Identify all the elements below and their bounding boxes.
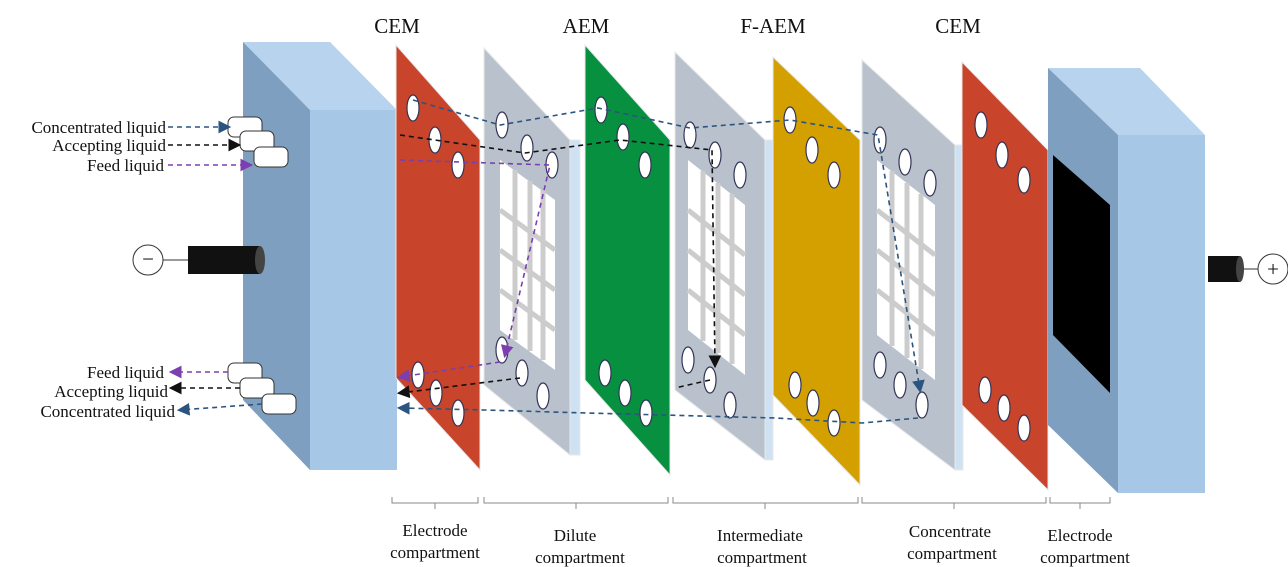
negative-electrode: −	[133, 245, 265, 275]
compartment-label: Electrode	[402, 521, 467, 540]
compartment-label: compartment	[535, 548, 625, 567]
compartment-label: Dilute	[554, 526, 597, 545]
electrode-sign: +	[1267, 257, 1279, 281]
compartment-brackets	[392, 497, 1110, 509]
electrode-sign: −	[142, 247, 154, 271]
membrane-label: F-AEM	[740, 14, 806, 38]
ed-stack-diagram: − + CEM AEM F-AEM CEM Concentrated liqui…	[0, 0, 1288, 567]
compartment-label: compartment	[1040, 548, 1130, 567]
compartment-label: compartment	[390, 543, 480, 562]
compartment-label: Electrode	[1047, 526, 1112, 545]
membrane-label: CEM	[374, 14, 420, 38]
inlet-label: Accepting liquid	[52, 136, 166, 155]
compartment-label: compartment	[907, 544, 997, 563]
outlet-label: Accepting liquid	[54, 382, 168, 401]
positive-electrode: +	[1208, 254, 1288, 284]
inlet-label: Concentrated liquid	[31, 118, 166, 137]
right-end-plate	[1048, 68, 1205, 493]
membrane-label: AEM	[563, 14, 610, 38]
inlet-label: Feed liquid	[87, 156, 164, 175]
compartment-labels: Electrode compartment Dilute compartment…	[390, 521, 1130, 567]
compartment-label: Concentrate	[909, 522, 991, 541]
outlet-label: Concentrated liquid	[40, 402, 175, 421]
outlet-label: Feed liquid	[87, 363, 164, 382]
membrane-label: CEM	[935, 14, 981, 38]
compartment-label: compartment	[717, 548, 807, 567]
compartment-label: Intermediate	[717, 526, 803, 545]
membrane-labels: CEM AEM F-AEM CEM	[374, 14, 981, 38]
